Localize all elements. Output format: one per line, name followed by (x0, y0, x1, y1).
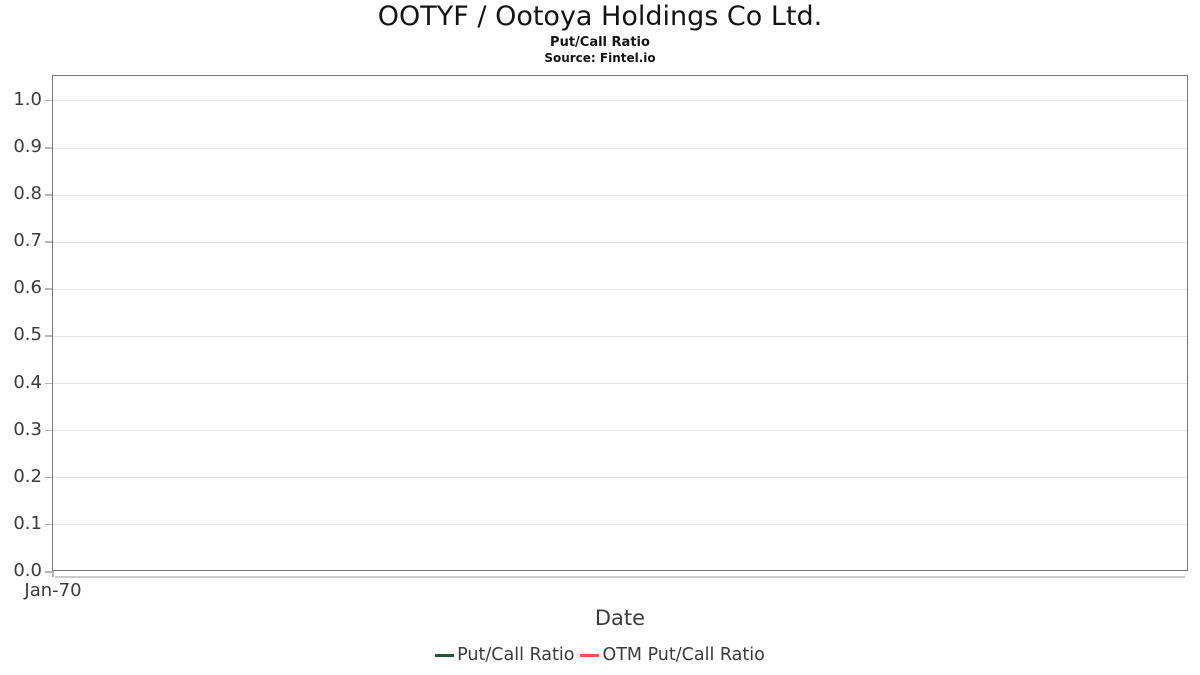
y-tick-mark (45, 476, 52, 479)
gridline (53, 147, 1187, 149)
legend-swatch (580, 653, 600, 657)
gridline (53, 288, 1187, 290)
y-tick-mark (45, 288, 52, 290)
y-tick-mark (45, 335, 52, 337)
y-tick-mark (45, 523, 52, 526)
gridline (53, 430, 1187, 432)
x-axis-title: Date (594, 606, 646, 630)
x-tick-label: Jan-70 (24, 580, 82, 601)
gridline (53, 194, 1187, 196)
y-tick-mark (45, 241, 52, 243)
gridline (53, 383, 1187, 385)
chart-source: Source: Fintel.io (544, 51, 656, 65)
y-tick-mark (45, 429, 52, 432)
plot-area (45, 75, 1188, 573)
gridline (53, 100, 1187, 102)
y-tick-label: 0.9 (13, 136, 42, 158)
y-tick-label: 0.8 (13, 183, 42, 205)
legend-label: Put/Call Ratio (457, 645, 575, 665)
y-tick-mark (45, 99, 52, 102)
legend-label: OTM Put/Call Ratio (602, 645, 765, 665)
chart-title: OOTYF / Ootoya Holdings Co Ltd. (377, 1, 823, 32)
y-tick-label: 0.1 (13, 512, 42, 534)
y-tick-mark (45, 571, 52, 573)
secondary-x-axis-line (55, 576, 1185, 578)
x-tick-mark (52, 571, 54, 577)
gridline (53, 524, 1187, 526)
y-tick-mark (45, 382, 52, 385)
y-tick-mark (45, 194, 52, 196)
y-tick-mark (45, 147, 52, 149)
gridline (53, 477, 1187, 479)
y-tick-label: 0.0 (13, 560, 42, 581)
gridline (53, 241, 1187, 243)
y-tick-label: 1.0 (13, 88, 42, 110)
legend-item: Put/Call Ratio (435, 645, 574, 665)
y-tick-label: 0.7 (13, 230, 42, 252)
y-tick-label: 0.3 (13, 418, 42, 440)
gridline (53, 335, 1187, 337)
y-tick-label: 0.6 (13, 277, 42, 299)
legend-item: OTM Put/Call Ratio (580, 645, 765, 665)
y-tick-label: 0.5 (13, 324, 42, 346)
y-tick-label: 0.4 (13, 371, 42, 393)
chart-subtitle: Put/Call Ratio (550, 35, 650, 50)
legend-swatch (435, 653, 455, 657)
chart-legend: Put/Call Ratio OTM Put/Call Ratio (0, 645, 1200, 665)
y-tick-label: 0.2 (13, 465, 42, 487)
